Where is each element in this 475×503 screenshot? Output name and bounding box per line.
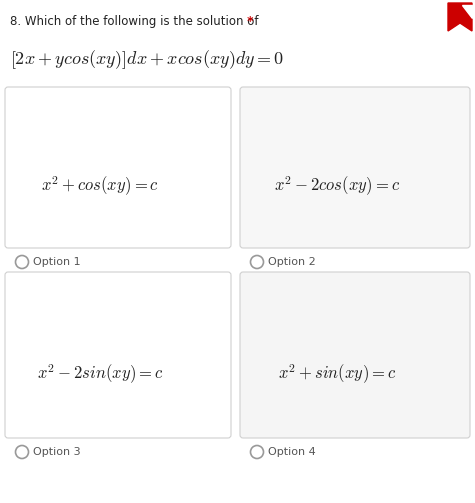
Text: $x^2 - 2cos(xy) = c$: $x^2 - 2cos(xy) = c$ (274, 175, 400, 198)
Text: *: * (243, 15, 253, 28)
FancyBboxPatch shape (240, 87, 470, 248)
FancyBboxPatch shape (5, 87, 231, 248)
Text: Option 3: Option 3 (33, 447, 81, 457)
Text: $x^2 + sin(xy) = c$: $x^2 + sin(xy) = c$ (278, 363, 396, 386)
Polygon shape (448, 3, 472, 31)
Text: Option 1: Option 1 (33, 257, 81, 267)
Text: $[2x + ycos(xy)]dx + xcos(xy)dy = 0$: $[2x + ycos(xy)]dx + xcos(xy)dy = 0$ (10, 48, 284, 71)
Text: $x^2 - 2sin(xy) = c$: $x^2 - 2sin(xy) = c$ (37, 363, 164, 386)
Text: Option 2: Option 2 (268, 257, 316, 267)
Polygon shape (462, 5, 472, 18)
Text: $x^2 + cos(xy) = c$: $x^2 + cos(xy) = c$ (41, 175, 160, 198)
Text: Option 4: Option 4 (268, 447, 316, 457)
FancyBboxPatch shape (240, 272, 470, 438)
Text: 8. Which of the following is the solution of: 8. Which of the following is the solutio… (10, 15, 258, 28)
FancyBboxPatch shape (5, 272, 231, 438)
